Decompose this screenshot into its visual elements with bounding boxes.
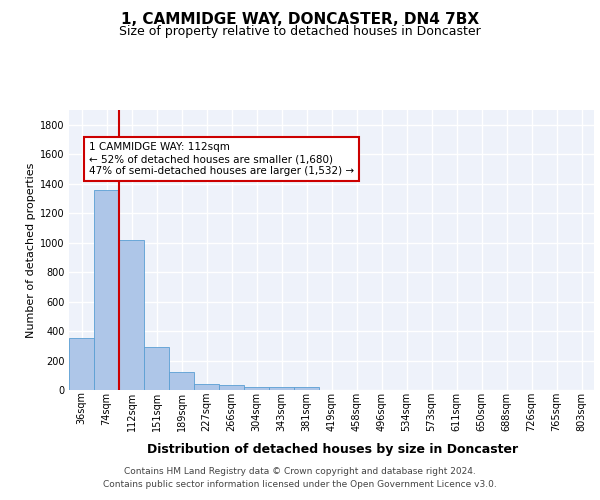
Bar — [144, 348, 169, 390]
Bar — [244, 387, 269, 390]
Text: Distribution of detached houses by size in Doncaster: Distribution of detached houses by size … — [148, 442, 518, 456]
Bar — [294, 387, 319, 390]
Text: 1, CAMMIDGE WAY, DONCASTER, DN4 7BX: 1, CAMMIDGE WAY, DONCASTER, DN4 7BX — [121, 12, 479, 28]
Bar — [194, 384, 219, 390]
Bar — [169, 372, 194, 390]
Text: 1 CAMMIDGE WAY: 112sqm
← 52% of detached houses are smaller (1,680)
47% of semi-: 1 CAMMIDGE WAY: 112sqm ← 52% of detached… — [89, 142, 354, 176]
Bar — [219, 385, 244, 390]
Text: Size of property relative to detached houses in Doncaster: Size of property relative to detached ho… — [119, 25, 481, 38]
Bar — [119, 240, 144, 390]
Bar — [69, 338, 94, 390]
Text: Contains HM Land Registry data © Crown copyright and database right 2024.: Contains HM Land Registry data © Crown c… — [124, 468, 476, 476]
Bar — [269, 388, 294, 390]
Y-axis label: Number of detached properties: Number of detached properties — [26, 162, 36, 338]
Bar — [94, 190, 119, 390]
Text: Contains public sector information licensed under the Open Government Licence v3: Contains public sector information licen… — [103, 480, 497, 489]
